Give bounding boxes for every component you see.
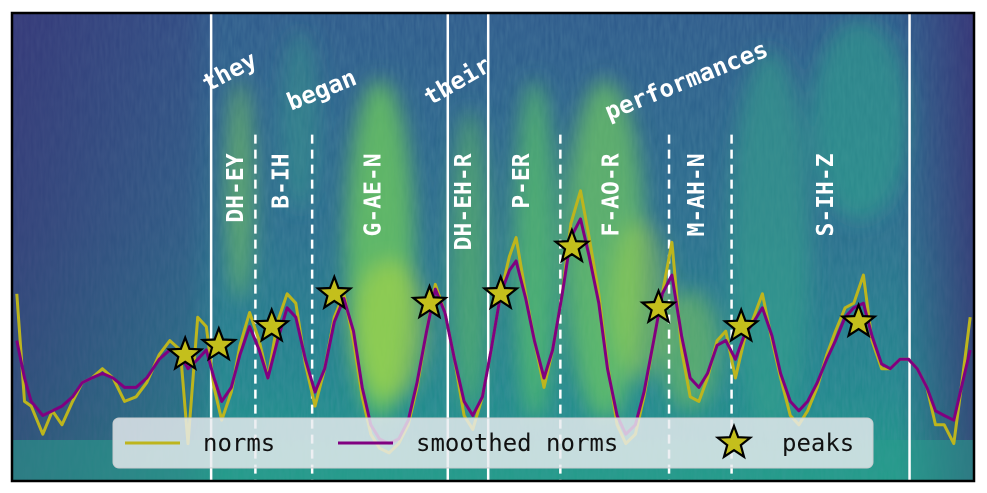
peak-marker-9 (839, 301, 878, 339)
series-line-smoothed-norms (15, 217, 972, 446)
legend-norms-label: norms (203, 429, 275, 457)
syllable-label-0: DH-EY (223, 153, 249, 222)
syllable-label-7: S-IH-Z (813, 153, 839, 236)
peak-marker-6 (552, 226, 592, 264)
peak-marker-3 (315, 273, 354, 311)
legend-peaks-label: peaks (782, 429, 854, 457)
legend: norms smoothed norms peaks (112, 417, 874, 469)
plot-frame (10, 11, 976, 483)
peak-marker-5 (481, 273, 520, 311)
syllable-label-5: F-AO-R (598, 153, 624, 236)
peak-marker-8 (722, 306, 761, 343)
peak-marker-4 (410, 283, 449, 320)
spectrogram-background (12, 13, 974, 481)
legend-box (112, 417, 874, 469)
legend-smoothed-label: smoothed norms (416, 429, 618, 457)
peak-markers (166, 226, 878, 371)
syllable-label-1: B-IH (268, 153, 294, 208)
peak-marker-2 (252, 306, 291, 343)
legend-peaks-star (714, 422, 754, 460)
syllable-label-2: G-AE-N (361, 153, 387, 236)
syllable-label-3: DH-EH-R (451, 153, 477, 250)
syllable-label-4: P-ER (509, 153, 535, 209)
peak-marker-1 (199, 325, 238, 362)
peak-marker-0 (166, 334, 205, 371)
peak-marker-7 (639, 287, 678, 325)
syllable-label-6: M-AH-N (684, 153, 710, 236)
